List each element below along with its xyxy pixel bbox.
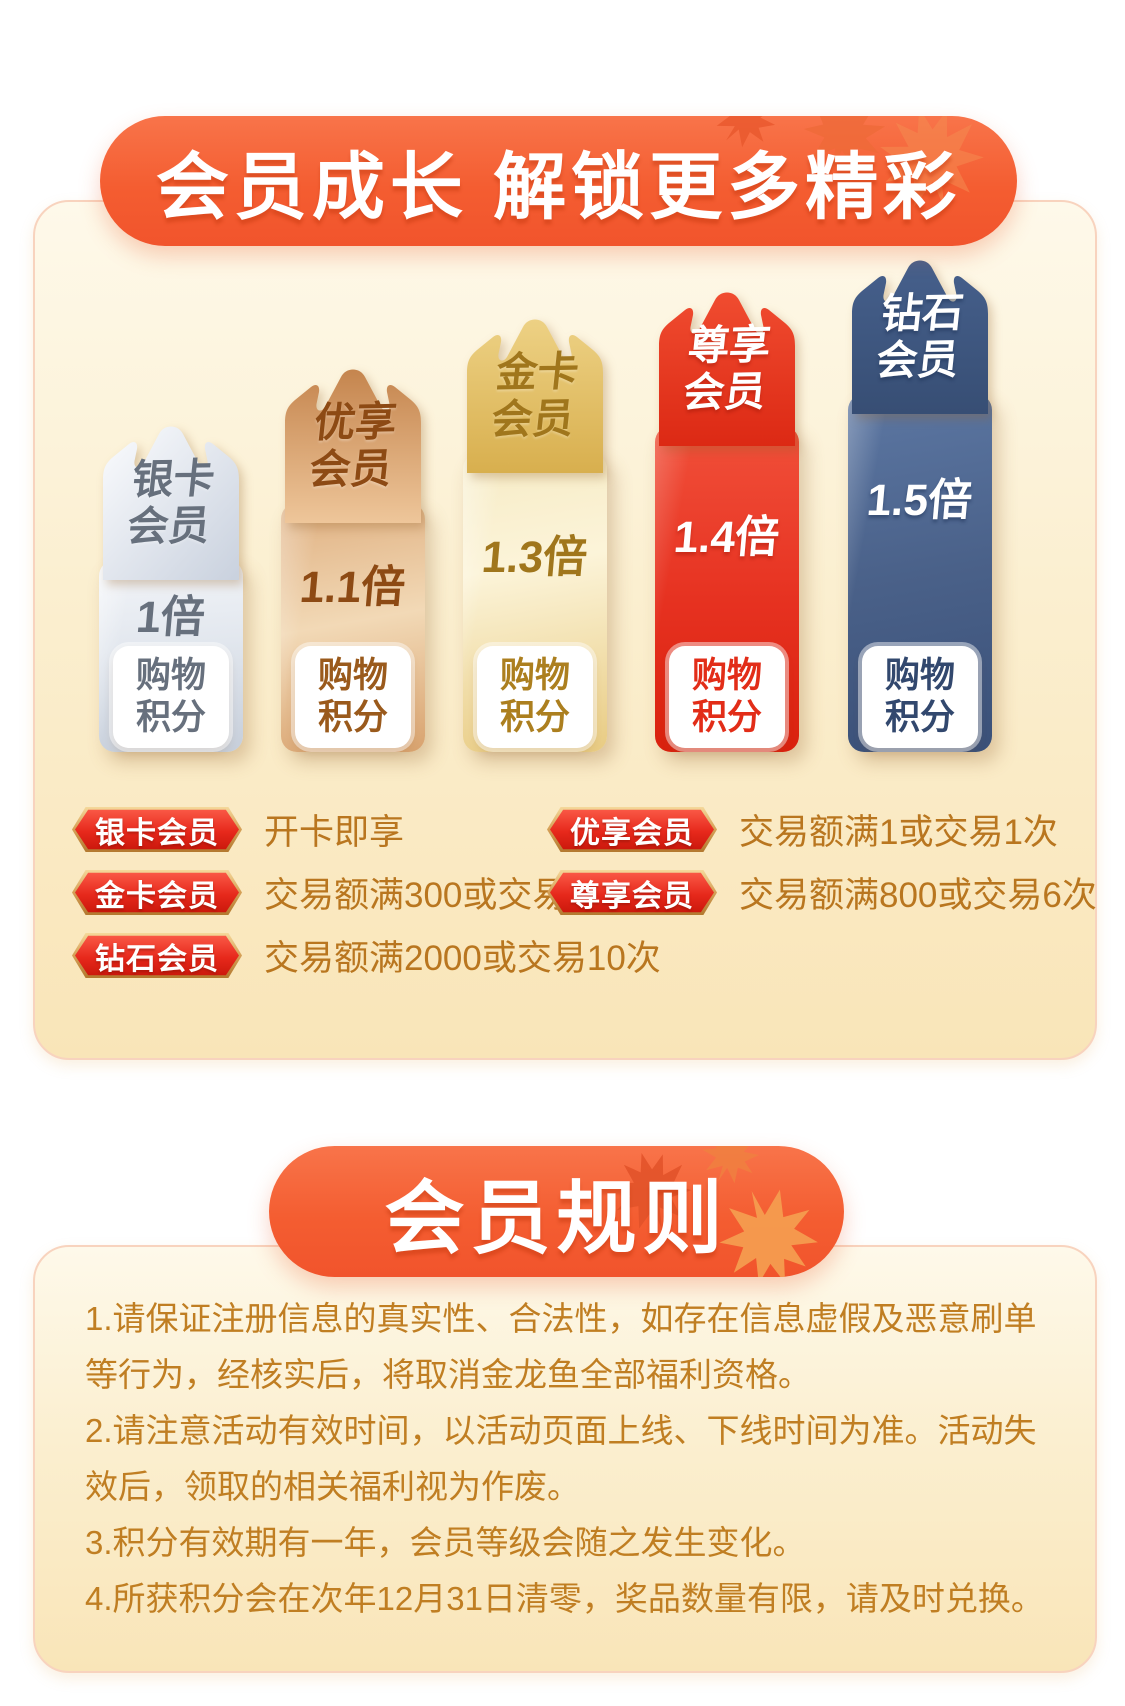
condition-text: 交易额满2000或交易10次	[264, 939, 661, 978]
tier-card-premium-red: 尊享 会员 1.4倍 购物 积分	[651, 288, 803, 752]
tier-multiplier: 1.3倍	[479, 533, 590, 582]
tier-name-line1: 优享	[312, 398, 400, 446]
tier-panel: 银卡 会员 1倍 购物 积分 优享 会员 1.1倍 购物	[33, 200, 1097, 1060]
rule-item-2: 2.请注意活动有效时间，以活动页面上线、下线时间为准。活动失效后，领取的相关福利…	[85, 1412, 1037, 1505]
rule-item-3: 3.积分有效期有一年，会员等级会随之发生变化。	[85, 1524, 806, 1561]
condition-text: 交易额满1或交易1次	[739, 813, 1058, 852]
tier-name: 金卡 会员	[454, 348, 616, 445]
tier-name-line1: 尊享	[686, 321, 774, 369]
benefit-line2: 积分	[691, 698, 762, 737]
condition-row-silver: 银卡会员 开卡即享	[72, 804, 404, 855]
member-growth-banner: 会员成长 解锁更多精彩	[100, 116, 1017, 246]
rules-panel: 1.请保证注册信息的真实性、合法性，如存在信息虚假及恶意刷单等行为，经核实后，将…	[33, 1245, 1097, 1673]
ribbon-fill	[75, 872, 239, 913]
ribbon-fill	[75, 809, 239, 850]
tier-multiplier: 1倍	[134, 593, 207, 642]
tier-card-diamond-blue: 钻石 会员 1.5倍 购物 积分	[844, 256, 996, 752]
tier-name-line1: 钻石	[879, 289, 967, 337]
ribbon-label: 优享会员	[570, 816, 694, 850]
tier-crown-badge-icon	[103, 426, 239, 580]
tier-crown-badge-icon	[467, 319, 603, 473]
tier-crown-badge-icon	[285, 369, 421, 523]
tier-benefit-box: 购物 积分	[295, 646, 411, 748]
ribbon-fill	[550, 872, 714, 913]
tier-card-gold: 金卡 会员 1.3倍 购物 积分	[459, 315, 611, 752]
tier-name-line1: 银卡	[130, 455, 218, 503]
rules-banner: 会员规则	[269, 1146, 844, 1277]
tier-benefit-box: 购物 积分	[477, 646, 593, 748]
tier-name: 尊享 会员	[646, 321, 808, 418]
rules-text-block: 1.请保证注册信息的真实性、合法性，如存在信息虚假及恶意刷单等行为，经核实后，将…	[85, 1291, 1069, 1627]
tier-multiplier: 1.5倍	[864, 476, 975, 525]
ribbon-label: 尊享会员	[570, 879, 694, 913]
tier-name-line1: 金卡	[494, 348, 582, 396]
tier-name-line2: 会员	[874, 336, 962, 384]
benefit-line2: 积分	[499, 698, 570, 737]
tier-name: 优享 会员	[272, 398, 434, 495]
benefit-line2: 积分	[317, 698, 388, 737]
tier-name: 银卡 会员	[90, 455, 252, 552]
section-title-member-growth: 会员成长 解锁更多精彩	[155, 147, 962, 228]
tier-name-line2: 会员	[489, 395, 577, 443]
tier-crown-badge-icon	[659, 292, 795, 446]
benefit-line1: 购物	[499, 656, 570, 695]
tier-name: 钻石 会员	[839, 289, 1001, 386]
tier-ribbon-badge: 尊享会员	[547, 869, 717, 916]
condition-row-premium: 尊享会员 交易额满800或交易6次	[547, 867, 1097, 918]
tier-name-line2: 会员	[681, 368, 769, 416]
condition-row-gold: 金卡会员 交易额满300或交易2次	[72, 867, 622, 918]
tier-card-bronze: 优享 会员 1.1倍 购物 积分	[277, 365, 429, 752]
tier-multiplier: 1.1倍	[297, 563, 408, 612]
benefit-line1: 购物	[884, 656, 955, 695]
tier-crown-badge-icon	[852, 260, 988, 414]
tier-ribbon-badge: 银卡会员	[72, 806, 242, 853]
tier-name-line2: 会员	[125, 502, 213, 550]
ribbon-label: 钻石会员	[95, 942, 219, 976]
section-title-member-rules: 会员规则	[384, 1173, 729, 1263]
tier-multiplier: 1.4倍	[671, 513, 782, 562]
condition-text: 交易额满800或交易6次	[739, 876, 1097, 915]
tier-benefit-box: 购物 积分	[113, 646, 229, 748]
tier-ribbon-badge: 钻石会员	[72, 932, 242, 979]
ribbon-label: 金卡会员	[95, 879, 219, 913]
ribbon-fill	[550, 809, 714, 850]
condition-text: 开卡即享	[264, 813, 405, 852]
tier-name-line2: 会员	[307, 445, 395, 493]
ribbon-fill	[75, 935, 239, 976]
benefit-line1: 购物	[135, 656, 206, 695]
condition-row-enjoy: 优享会员 交易额满1或交易1次	[547, 804, 1058, 855]
tier-ribbon-badge: 优享会员	[547, 806, 717, 853]
tier-ribbon-badge: 金卡会员	[72, 869, 242, 916]
benefit-line2: 积分	[135, 698, 206, 737]
benefit-line2: 积分	[884, 698, 955, 737]
benefit-line1: 购物	[691, 656, 762, 695]
condition-row-diamond: 钻石会员 交易额满2000或交易10次	[72, 930, 661, 981]
tier-benefit-box: 购物 积分	[862, 646, 978, 748]
tier-benefit-box: 购物 积分	[669, 646, 785, 748]
rule-item-4: 4.所获积分会在次年12月31日清零，奖品数量有限，请及时兑换。	[85, 1580, 1044, 1617]
benefit-line1: 购物	[317, 656, 388, 695]
rule-item-1: 1.请保证注册信息的真实性、合法性，如存在信息虚假及恶意刷单等行为，经核实后，将…	[85, 1300, 1037, 1393]
tier-card-silver: 银卡 会员 1倍 购物 积分	[95, 422, 247, 752]
ribbon-label: 银卡会员	[95, 816, 219, 850]
